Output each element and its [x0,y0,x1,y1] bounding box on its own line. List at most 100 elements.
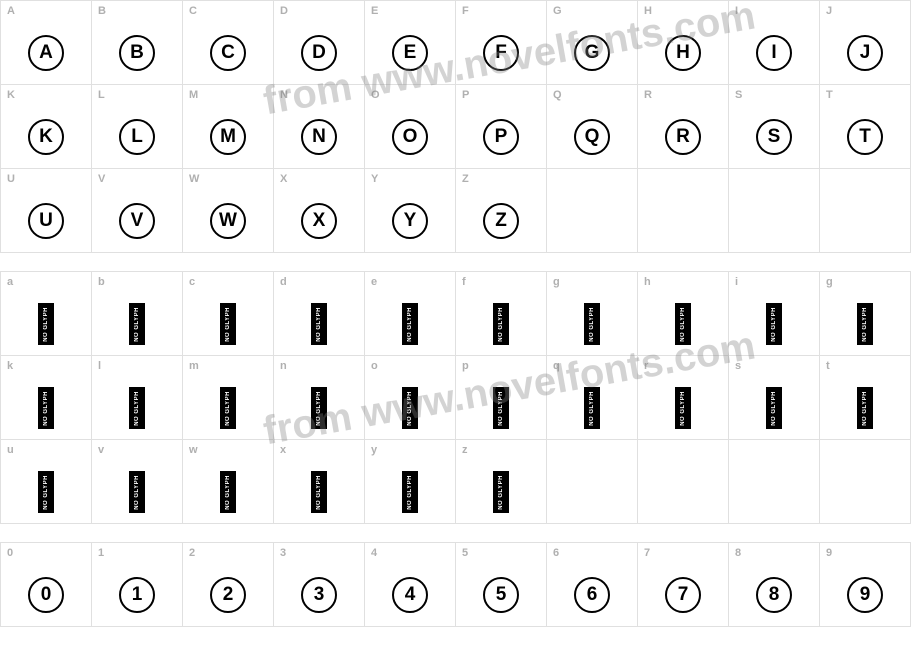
no-glyph-label: NO GLYPH [589,307,595,342]
circled-glyph: R [665,119,701,155]
glyph-wrap: I [729,31,819,75]
char-cell: GG [547,1,638,85]
glyph-wrap: NO GLYPH [638,302,728,346]
char-cell-label: r [644,360,648,372]
glyph-wrap: R [638,115,728,159]
glyph-wrap: 4 [365,573,455,617]
no-glyph-icon: NO GLYPH [493,471,509,513]
glyph-wrap: B [92,31,182,75]
char-cell-label: Z [462,173,469,185]
glyph-wrap [820,199,910,243]
no-glyph-label: NO GLYPH [407,307,413,342]
char-grid-lowercase: aNO GLYPHbNO GLYPHcNO GLYPHdNO GLYPHeNO … [0,271,911,524]
no-glyph-label: NO GLYPH [771,307,777,342]
char-cell: QQ [547,85,638,169]
char-cell-label: I [735,5,738,17]
char-cell-label: y [371,444,377,456]
glyph-wrap: 2 [183,573,273,617]
no-glyph-icon: NO GLYPH [402,387,418,429]
circled-glyph: K [28,119,64,155]
char-cell: 00 [1,543,92,627]
glyph-wrap: NO GLYPH [638,386,728,430]
char-cell: MM [183,85,274,169]
glyph-wrap: K [1,115,91,159]
char-cell [547,169,638,253]
glyph-wrap: NO GLYPH [820,386,910,430]
char-cell-label: t [826,360,830,372]
glyph-wrap: NO GLYPH [1,470,91,514]
font-character-map: AABBCCDDEEFFGGHHIIJJKKLLMMNNOOPPQQRRSSTT… [0,0,911,627]
char-cell: PP [456,85,547,169]
char-cell-label: g [826,276,833,288]
glyph-wrap: P [456,115,546,159]
no-glyph-label: NO GLYPH [498,391,504,426]
circled-glyph: 8 [756,577,792,613]
char-cell: b NO GLYPH [92,272,183,356]
char-cell-label: e [371,276,377,288]
char-cell [729,169,820,253]
circled-glyph: N [301,119,337,155]
glyph-wrap: N [274,115,364,159]
circled-glyph: 9 [847,577,883,613]
no-glyph-icon: NO GLYPH [220,471,236,513]
char-cell-label: D [280,5,288,17]
glyph-wrap: L [92,115,182,159]
char-cell-label: b [98,276,105,288]
char-cell-label: 7 [644,547,650,559]
char-cell-label: X [280,173,287,185]
char-cell-label: n [280,360,287,372]
circled-glyph: B [119,35,155,71]
char-cell-label: S [735,89,742,101]
char-cell: nNO GLYPH [274,356,365,440]
circled-glyph: 6 [574,577,610,613]
char-cell-label: Y [371,173,378,185]
no-glyph-icon: NO GLYPH [129,303,145,345]
char-cell: mNO GLYPH [183,356,274,440]
char-cell: 33 [274,543,365,627]
no-glyph-label: NO GLYPH [862,307,868,342]
no-glyph-label: NO GLYPH [498,307,504,342]
char-cell: LL [92,85,183,169]
char-cell: kNO GLYPH [1,356,92,440]
glyph-wrap: NO GLYPH [183,386,273,430]
char-cell-label: 3 [280,547,286,559]
circled-glyph: O [392,119,428,155]
char-grid-uppercase: AABBCCDDEEFFGGHHIIJJKKLLMMNNOOPPQQRRSSTT… [0,0,911,253]
char-cell-label: R [644,89,652,101]
no-glyph-icon: NO GLYPH [311,471,327,513]
glyph-wrap: F [456,31,546,75]
circled-glyph: X [301,203,337,239]
char-cell-label: K [7,89,15,101]
glyph-wrap: NO GLYPH [456,386,546,430]
circled-glyph: 0 [28,577,64,613]
circled-glyph: 5 [483,577,519,613]
glyph-wrap: 5 [456,573,546,617]
char-cell: uNO GLYPH [1,440,92,524]
char-cell-label: s [735,360,741,372]
circled-glyph: Y [392,203,428,239]
char-cell-label: U [7,173,15,185]
no-glyph-label: NO GLYPH [225,391,231,426]
circled-glyph: 3 [301,577,337,613]
char-cell-label: a [7,276,13,288]
char-cell: WW [183,169,274,253]
glyph-wrap: Y [365,199,455,243]
char-cell-label: 9 [826,547,832,559]
no-glyph-label: NO GLYPH [589,391,595,426]
glyph-wrap: V [92,199,182,243]
char-cell: r NO GLYPH [638,356,729,440]
no-glyph-icon: NO GLYPH [766,387,782,429]
glyph-wrap: NO GLYPH [92,386,182,430]
char-cell: DD [274,1,365,85]
circled-glyph: W [210,203,246,239]
circled-glyph: S [756,119,792,155]
glyph-wrap [729,470,819,514]
char-cell-label: T [826,89,833,101]
circled-glyph: E [392,35,428,71]
circled-glyph: U [28,203,64,239]
circled-glyph: T [847,119,883,155]
glyph-wrap: NO GLYPH [183,470,273,514]
circled-glyph: 7 [665,577,701,613]
circled-glyph: I [756,35,792,71]
no-glyph-label: NO GLYPH [134,391,140,426]
